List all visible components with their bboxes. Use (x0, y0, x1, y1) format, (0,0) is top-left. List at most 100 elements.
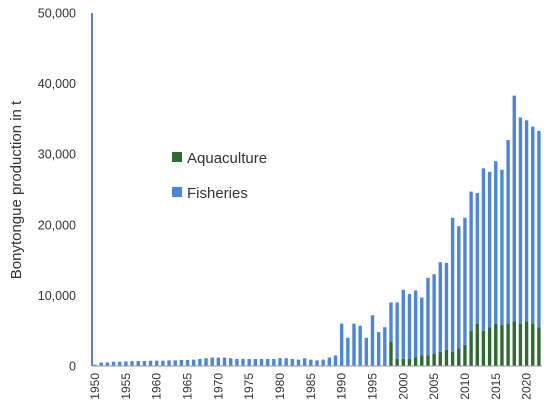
bar-fisheries-1985 (309, 359, 313, 366)
bar-aquaculture-2015 (494, 323, 498, 366)
x-tick-label: 1960 (150, 373, 164, 400)
legend: Aquaculture Fisheries (172, 150, 267, 202)
bar-fisheries-1969 (210, 357, 214, 366)
y-tick-label: 0 (69, 360, 76, 374)
axis-layer (91, 13, 542, 367)
x-tick-label: 1975 (242, 373, 256, 400)
bar-aquaculture-1998 (389, 341, 393, 366)
bar-aquaculture-2012 (475, 323, 479, 366)
x-tick-label: 2015 (489, 373, 503, 400)
bar-fisheries-1958 (142, 361, 147, 366)
bar-fisheries-1987 (321, 359, 325, 366)
bar-fisheries-2007 (444, 262, 449, 350)
legend-label-aquaculture: Aquaculture (187, 150, 267, 167)
bar-fisheries-1997 (383, 327, 387, 366)
bar-fisheries-1995 (370, 315, 375, 366)
bar-fisheries-1966 (192, 359, 196, 366)
bar-fisheries-2015 (494, 161, 498, 324)
bar-aquaculture-2006 (438, 351, 442, 366)
bar-fisheries-1952 (105, 362, 110, 366)
bar-aquaculture-2014 (487, 327, 492, 366)
bar-fisheries-1962 (167, 360, 171, 366)
bar-fisheries-1986 (315, 360, 319, 366)
bar-fisheries-1963 (173, 360, 177, 366)
y-tick-label: 40,000 (38, 77, 76, 91)
bar-fisheries-1957 (136, 361, 140, 366)
legend-swatch-aquaculture (172, 152, 182, 162)
x-tick-label: 1950 (88, 373, 102, 400)
bar-fisheries-1988 (327, 357, 332, 366)
x-tick-label: 2010 (458, 373, 472, 400)
bar-fisheries-2000 (401, 289, 405, 359)
bar-fisheries-2022 (537, 130, 541, 328)
x-tick-label: 2000 (396, 373, 410, 400)
legend-label-fisheries: Fisheries (187, 185, 248, 202)
bar-fisheries-1954 (118, 361, 122, 366)
bar-fisheries-1955 (124, 361, 128, 366)
bar-aquaculture-2020 (524, 321, 529, 366)
bar-fisheries-1980 (278, 358, 282, 366)
bar-aquaculture-2007 (444, 349, 449, 366)
bar-fisheries-1976 (253, 358, 258, 366)
x-tick-label: 2020 (520, 373, 534, 400)
bar-aquaculture-2013 (481, 330, 486, 366)
bar-fisheries-1975 (247, 358, 251, 366)
bar-fisheries-1953 (111, 361, 116, 366)
bar-fisheries-1990 (339, 323, 344, 366)
bar-fisheries-2002 (413, 290, 418, 358)
bar-fisheries-2012 (475, 193, 479, 324)
x-tick-label: 1970 (211, 373, 225, 400)
bar-fisheries-2001 (407, 293, 412, 359)
y-tick-label: 10,000 (38, 289, 76, 303)
bar-aquaculture-2000 (401, 358, 405, 366)
bar-fisheries-1991 (346, 337, 350, 366)
bar-fisheries-2010 (463, 217, 467, 345)
bar-aquaculture-2022 (537, 327, 541, 366)
bar-fisheries-1961 (161, 360, 165, 366)
y-tick-labels: 0 10,000 20,000 30,000 40,000 50,000 (38, 7, 76, 374)
bar-fisheries-1960 (155, 360, 159, 366)
bar-fisheries-1970 (216, 357, 221, 366)
bar-aquaculture-2003 (420, 355, 424, 366)
bar-fisheries-2013 (481, 168, 486, 331)
x-tick-label: 1965 (181, 373, 195, 400)
bar-aquaculture-2021 (531, 323, 535, 366)
bar-fisheries-2018 (512, 95, 516, 322)
bar-aquaculture-2018 (512, 321, 516, 366)
bar-fisheries-1977 (259, 358, 264, 366)
bar-aquaculture-2004 (426, 355, 430, 366)
bar-fisheries-2019 (518, 117, 523, 324)
y-tick-label: 30,000 (38, 148, 76, 162)
bar-fisheries-1996 (376, 332, 381, 366)
bar-fisheries-1983 (296, 359, 301, 366)
bar-aquaculture-2016 (500, 325, 504, 366)
bar-fisheries-2014 (487, 171, 492, 328)
bar-fisheries-2016 (500, 169, 504, 326)
bar-fisheries-1993 (358, 325, 362, 366)
bars-layer (93, 95, 541, 366)
bar-fisheries-1959 (148, 360, 153, 366)
bar-aquaculture-2009 (457, 348, 461, 366)
bar-fisheries-1965 (185, 360, 190, 366)
bar-fisheries-1992 (352, 323, 356, 366)
y-tick-label: 20,000 (38, 218, 76, 232)
bar-fisheries-2017 (506, 140, 510, 324)
bar-aquaculture-2019 (518, 323, 523, 366)
bar-fisheries-1951 (99, 362, 103, 366)
x-tick-label: 2005 (427, 373, 441, 400)
legend-swatch-fisheries (172, 187, 182, 197)
bar-aquaculture-2001 (407, 358, 412, 366)
x-tick-label: 1955 (119, 373, 133, 400)
bar-fisheries-1950 (93, 364, 97, 366)
bar-aquaculture-2010 (463, 344, 467, 366)
bar-fisheries-2008 (450, 217, 455, 352)
bar-fisheries-1964 (179, 360, 184, 366)
y-tick-label: 50,000 (38, 7, 76, 21)
y-axis-title: Bonytongue production in t (8, 100, 25, 279)
bar-fisheries-2020 (524, 120, 529, 322)
x-tick-label: 1995 (365, 373, 379, 400)
bar-fisheries-1973 (235, 358, 239, 366)
bar-aquaculture-1999 (395, 358, 399, 366)
